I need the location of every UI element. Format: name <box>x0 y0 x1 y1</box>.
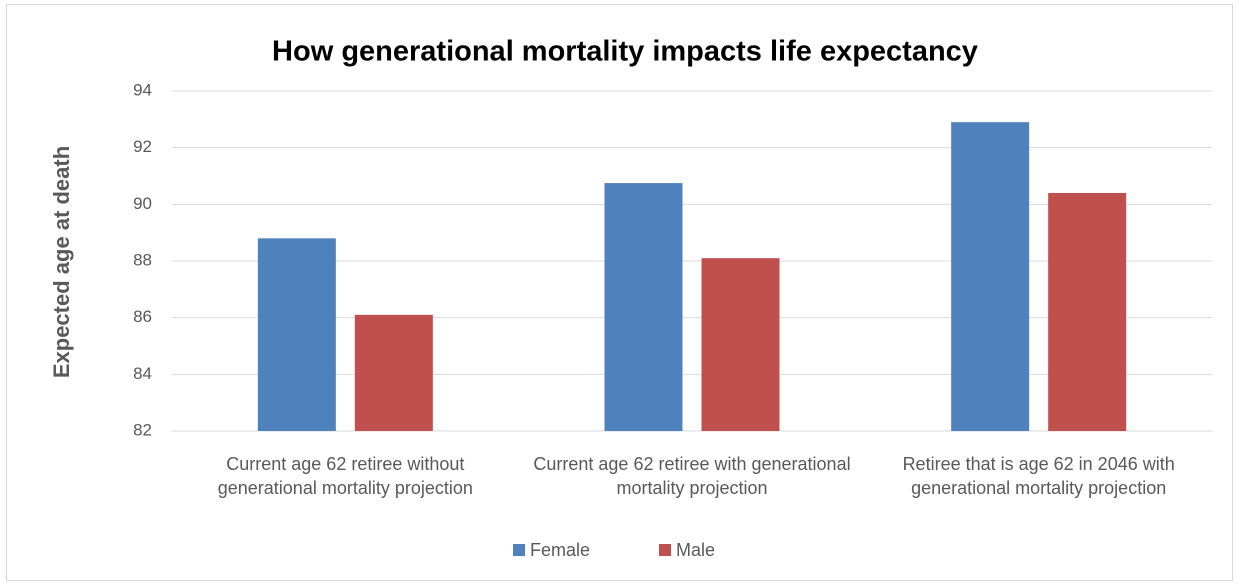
y-tick-label: 86 <box>133 307 152 326</box>
y-tick-label: 88 <box>133 250 152 269</box>
legend-swatch <box>659 544 671 556</box>
legend-label: Female <box>530 540 590 560</box>
x-tick-label: Current age 62 retiree without generatio… <box>217 454 473 498</box>
x-tick-label: Current age 62 retiree with generational… <box>533 454 851 498</box>
bar <box>257 238 336 431</box>
bar <box>701 258 780 431</box>
y-tick-label: 90 <box>133 194 152 213</box>
legend-swatch <box>513 544 525 556</box>
y-tick-label: 82 <box>133 420 152 439</box>
x-tick-label: Retiree that is age 62 in 2046 with gene… <box>902 454 1175 498</box>
legend-label: Male <box>676 540 715 560</box>
y-axis-label: Expected age at death <box>49 146 74 378</box>
y-tick-label: 92 <box>133 137 152 156</box>
bar <box>1048 193 1127 431</box>
y-tick-label: 94 <box>133 80 152 99</box>
bar <box>604 183 683 431</box>
y-tick-label: 84 <box>133 364 152 383</box>
chart-title: How generational mortality impacts life … <box>272 36 978 68</box>
bar <box>951 122 1030 432</box>
bar <box>354 314 433 431</box>
